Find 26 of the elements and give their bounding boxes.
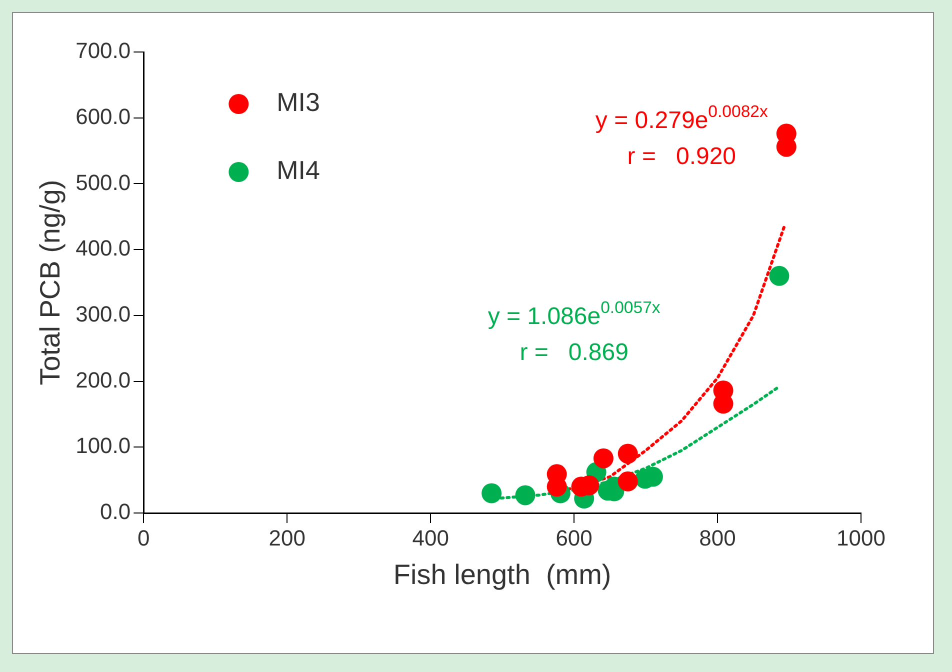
point bbox=[593, 448, 614, 468]
y-tick-label: 100.0 bbox=[76, 433, 131, 458]
annotation: r = 0.920 bbox=[627, 143, 736, 170]
x-tick-label: 0 bbox=[138, 525, 150, 550]
x-tick-label: 600 bbox=[556, 525, 592, 550]
y-tick-label: 400.0 bbox=[76, 236, 131, 261]
y-axis-title: Total PCB (ng/g) bbox=[34, 180, 66, 386]
y-tick-label: 700.0 bbox=[76, 38, 131, 64]
x-tick-label: 400 bbox=[412, 525, 449, 550]
point bbox=[515, 485, 536, 506]
y-tick-label: 0.0 bbox=[100, 499, 131, 524]
point bbox=[769, 266, 790, 286]
x-tick-label: 800 bbox=[699, 525, 736, 550]
x-tick-label: 1000 bbox=[836, 525, 886, 550]
legend-label: MI3 bbox=[276, 87, 320, 118]
y-tick-label: 200.0 bbox=[76, 367, 131, 392]
annotation: r = 0.869 bbox=[520, 339, 628, 366]
x-axis-title: Fish length (mm) bbox=[393, 558, 612, 590]
y-tick-label: 300.0 bbox=[76, 301, 131, 326]
legend-label: MI4 bbox=[276, 155, 320, 186]
point bbox=[618, 471, 638, 492]
x-tick-label: 200 bbox=[268, 525, 306, 550]
point bbox=[618, 444, 638, 464]
point bbox=[482, 483, 502, 504]
y-tick-label: 500.0 bbox=[76, 170, 131, 195]
y-tick-label: 600.0 bbox=[76, 104, 131, 129]
